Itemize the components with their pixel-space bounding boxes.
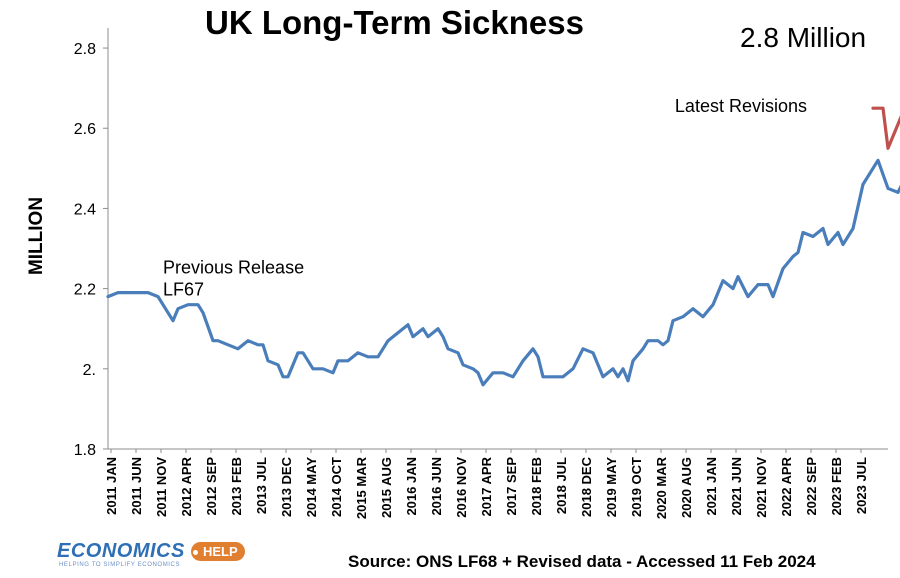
x-tick-label: 2018 JUL xyxy=(554,457,569,514)
x-tick-label: 2016 JAN xyxy=(404,457,419,516)
x-tick-label: 2012 APR xyxy=(179,456,194,516)
y-axis-label: MILLION xyxy=(26,197,47,275)
x-tick-label: 2016 NOV xyxy=(454,457,469,518)
x-tick-label: 2014 OCT xyxy=(329,457,344,517)
x-tick-label: 2012 SEP xyxy=(204,457,219,516)
x-tick-label: 2021 JAN xyxy=(704,457,719,516)
x-tick-label: 2013 DEC xyxy=(279,456,294,517)
y-tick-label: 2.4 xyxy=(74,201,96,218)
x-tick-label: 2011 JAN xyxy=(104,457,119,515)
x-tick-label: 2021 JUN xyxy=(729,457,744,516)
economics-help-logo: ECONOMICS HELP HELPING TO SIMPLIFY ECONO… xyxy=(57,538,245,572)
x-tick-label: 2018 FEB xyxy=(529,457,544,516)
series-lines xyxy=(106,106,900,387)
headline-label: 2.8 Million xyxy=(740,22,867,53)
x-tick-label: 2014 MAY xyxy=(304,457,319,518)
logo-dot-icon xyxy=(193,550,198,555)
x-tick-label: 2017 APR xyxy=(479,456,494,516)
series-line-1 xyxy=(106,158,900,387)
x-tick-label: 2019 MAY xyxy=(604,457,619,518)
annotation-previous-release: LF67 xyxy=(163,280,204,300)
x-tick-label: 2011 JUN xyxy=(129,457,144,515)
x-tick-label: 2022 SEP xyxy=(804,457,819,516)
chart-title: UK Long-Term Sickness xyxy=(205,4,584,41)
x-tick-labels: 2011 JAN 2011 JUN 2011 NOV 2012 APR 2012 SEP… xyxy=(104,456,869,519)
x-tick-label: 2019 OCT xyxy=(629,457,644,517)
x-tick-label: 2018 DEC xyxy=(579,456,594,517)
logo-word: ECONOMICS xyxy=(57,540,185,562)
x-tick-label: 2023 JUL xyxy=(854,457,869,514)
x-tick-label: 2022 APR xyxy=(779,456,794,516)
x-tick-label: 2015 AUG xyxy=(379,457,394,518)
y-tick-label: 2.2 xyxy=(74,282,96,299)
y-tick-label: 2. xyxy=(83,362,96,379)
annotation-latest-revisions: Latest Revisions xyxy=(675,96,807,116)
x-tick-label: 2013 JUL xyxy=(254,457,269,514)
x-tick-label: 2020 AUG xyxy=(679,457,694,518)
y-tick-label: 1.8 xyxy=(74,442,96,459)
x-tick-label: 2023 FEB xyxy=(829,457,844,516)
x-tick-label: 2017 SEP xyxy=(504,457,519,516)
source-note: Source: ONS LF68 + Revised data - Access… xyxy=(348,552,816,571)
x-tick-label: 2020 MAR xyxy=(654,456,669,519)
y-tick-label: 2.8 xyxy=(74,41,96,58)
y-tick-label: 2.6 xyxy=(74,121,96,138)
x-tick-label: 2016 JUN xyxy=(429,457,444,516)
y-tick-labels: 1.8 2. 2.2 2.4 2.6 2.8 xyxy=(74,41,96,459)
logo-tagline: HELPING TO SIMPLIFY ECONOMICS xyxy=(59,562,181,568)
x-tick-label: 2013 FEB xyxy=(229,457,244,516)
chart-axes xyxy=(103,28,888,453)
logo-badge: HELP xyxy=(191,542,245,561)
x-tick-label: 2011 NOV xyxy=(154,457,169,517)
series-line-2 xyxy=(871,106,900,150)
annotation-previous-release: Previous Release xyxy=(163,258,304,278)
x-tick-label: 2015 MAR xyxy=(354,456,369,519)
x-tick-label: 2021 NOV xyxy=(754,457,769,518)
